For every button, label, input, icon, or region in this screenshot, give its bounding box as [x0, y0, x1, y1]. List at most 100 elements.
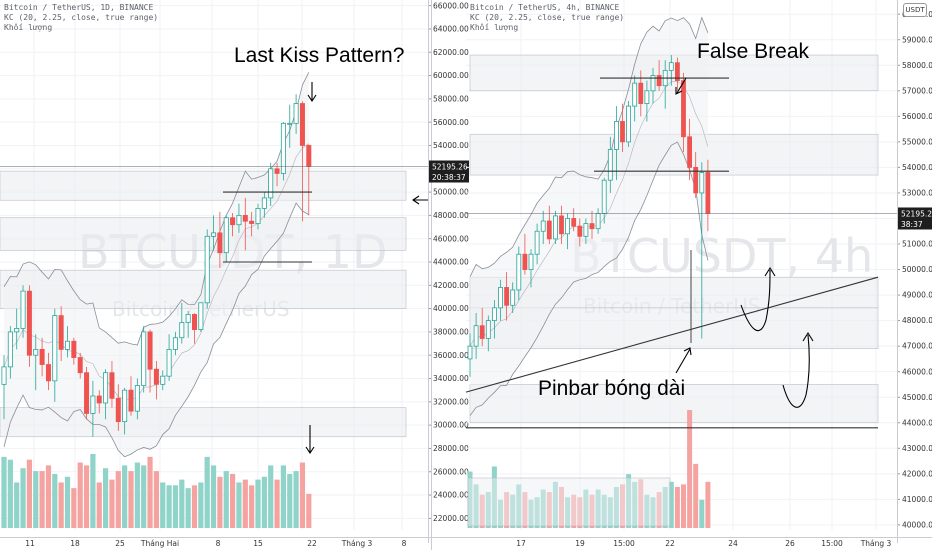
left-volume-bar: [166, 485, 172, 528]
left-candle-body: [109, 372, 115, 399]
left-candle-body: [115, 397, 121, 423]
left-candle-body: [90, 395, 96, 414]
left-volume-bar: [210, 465, 217, 528]
left-candle-body: [185, 314, 191, 323]
left-candle-body: [84, 372, 90, 414]
left-candle-body: [261, 197, 267, 209]
right-candle-body: [687, 136, 692, 168]
left-xtick-label: 11: [25, 539, 35, 548]
right-candle-body: [498, 287, 503, 309]
left-xtick-label: 22: [307, 539, 317, 548]
left-volume-bar: [115, 471, 121, 528]
right-ytick-label: 48000.00: [902, 316, 932, 325]
right-xtick-label: 26: [785, 539, 795, 548]
right-xtick-label: 15:00: [613, 539, 635, 548]
right-header-line-1[interactable]: Bitcoin / TetherUS, 4h, BINANCE: [470, 3, 620, 12]
right-bounce-arrow-up: [740, 266, 776, 332]
right-panel: 60000.0059000.0058000.0057000.0056000.00…: [465, 0, 932, 548]
left-volume-bar: [255, 479, 261, 528]
right-ytick-label: 54000.00: [902, 163, 932, 172]
left-candle-body: [160, 375, 166, 385]
left-volume-bar: [71, 488, 77, 528]
right-xtick-label: 15:00: [821, 539, 843, 548]
left-ytick-label: 28000.00: [433, 444, 469, 453]
left-volume-bar: [90, 454, 96, 528]
left-ytick-label: 66000.00: [433, 1, 469, 10]
left-volume-bar: [147, 456, 153, 528]
right-candle-body: [491, 307, 497, 322]
left-candle-body: [103, 372, 109, 404]
left-candle-body: [65, 340, 71, 350]
left-candle-body: [223, 217, 229, 254]
right-volume-bar: [705, 481, 711, 528]
right-ytick-label: 55000.00: [902, 137, 932, 146]
right-xtick-label: 22: [665, 539, 675, 548]
right-ytick-label: 41000.00: [902, 495, 932, 504]
right-candle-body: [516, 253, 522, 291]
left-volume-bar: [280, 465, 286, 528]
left-volume-bar: [306, 493, 312, 528]
left-volume-bar: [141, 465, 147, 528]
left-candle-body: [179, 322, 185, 339]
left-ytick-label: 56000.00: [433, 118, 469, 127]
left-volume-bar: [160, 482, 166, 528]
right-xtick-label: 24: [728, 539, 738, 548]
left-volume-bar: [14, 482, 20, 528]
right-candle-body: [614, 121, 619, 150]
right-arrow-pinbar: [675, 347, 692, 374]
right-candle-body: [510, 289, 516, 306]
right-ytick-label: 45000.00: [902, 393, 932, 402]
left-candle-body: [268, 168, 274, 199]
right-volume-bar: [681, 484, 686, 528]
right-candle-body: [583, 223, 589, 237]
left-volume-bar: [274, 479, 280, 528]
left-header-line-3[interactable]: Khối lượng: [4, 23, 53, 32]
right-candle-body: [644, 90, 650, 104]
left-candle-body: [172, 337, 178, 350]
right-ytick-label: 46000.00: [902, 367, 932, 376]
right-ytick-label: 43000.00: [902, 444, 932, 453]
right-candle-body: [681, 80, 686, 138]
left-volume-bar: [33, 471, 39, 528]
right-candle-body: [601, 179, 607, 214]
left-candle-body: [1, 366, 7, 385]
right-candle-body: [479, 325, 485, 339]
left-header-line-1[interactable]: Bitcoin / TetherUS, 1D, BINANCE: [4, 3, 154, 12]
right-candle-body: [705, 172, 711, 214]
left-volume-bar: [230, 473, 236, 528]
left-volume-bar: [204, 456, 210, 528]
currency-badge[interactable]: USDT: [903, 3, 927, 17]
right-price-badge: 52195.26: [901, 209, 932, 218]
right-ytick-label: 44000.00: [902, 418, 932, 427]
right-ytick-label: 50000.00: [902, 265, 932, 274]
right-candle-body: [467, 345, 473, 360]
left-candle-body: [274, 168, 280, 174]
left-header-line-2[interactable]: KC (20, 2.25, close, true range): [4, 13, 159, 22]
left-ytick-label: 30000.00: [433, 421, 469, 430]
left-ytick-label: 38000.00: [433, 328, 469, 337]
right-candle-body: [571, 218, 577, 227]
right-candle-body: [553, 215, 558, 240]
right-arrow-false-break: [675, 77, 687, 95]
left-volume-bar: [128, 471, 134, 528]
left-xtick-label: 8: [216, 539, 221, 548]
right-header-line-3[interactable]: Khối lượng: [470, 23, 519, 32]
right-volume-zone: [467, 477, 671, 527]
left-volume-bar: [185, 488, 191, 528]
right-volume-bar: [687, 410, 693, 528]
right-ytick-label: 51000.00: [902, 240, 932, 249]
left-kc-lower: [3, 202, 309, 458]
right-candle-body: [565, 218, 570, 235]
right-candle-body: [485, 320, 491, 339]
left-volume-bar: [217, 476, 223, 528]
left-ytick-label: 64000.00: [433, 25, 469, 34]
right-candle-body: [577, 225, 583, 237]
right-header-line-2[interactable]: KC (20, 2.25, close, true range): [470, 13, 625, 22]
left-candle-body: [255, 207, 261, 224]
right-time-badge-bg: [898, 218, 932, 230]
left-ytick-label: 36000.00: [433, 351, 469, 360]
left-candle-body: [242, 214, 248, 222]
right-ytick-label: 59000.00: [902, 35, 932, 44]
left-candle-body: [293, 103, 299, 124]
